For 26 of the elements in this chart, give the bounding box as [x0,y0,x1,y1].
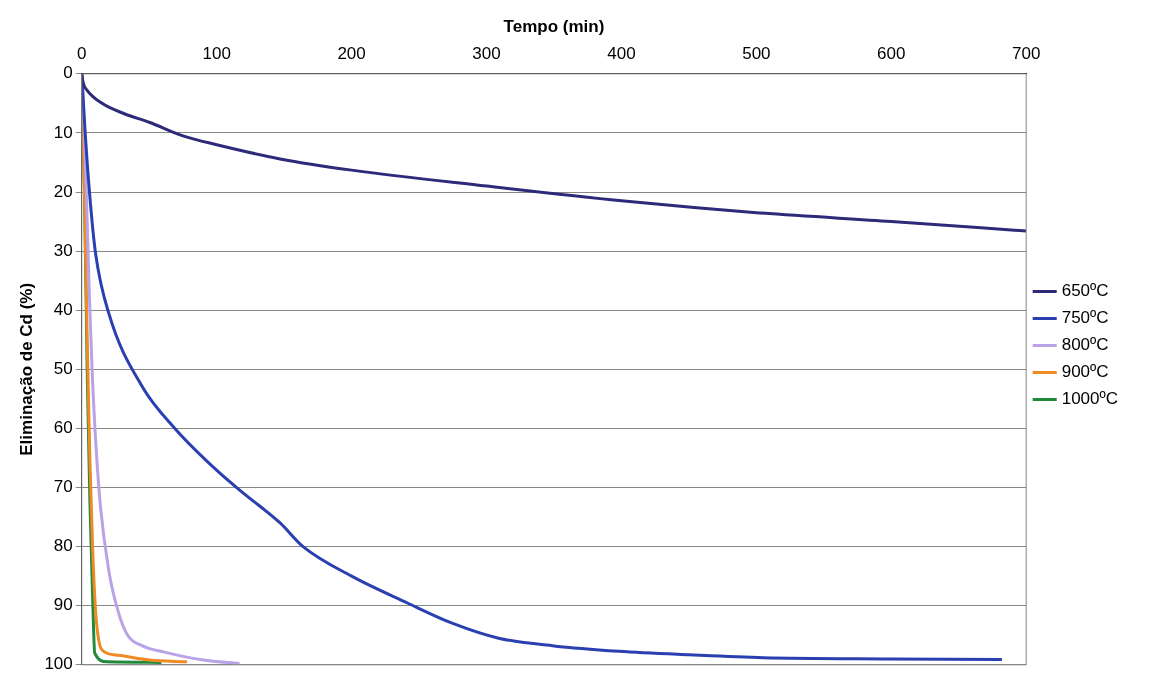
y-tick-label: 70 [53,477,73,497]
x-tick-label: 100 [202,44,231,64]
x-axis-title: Tempo (min) [503,16,605,36]
x-tick-label: 200 [337,44,366,64]
x-tick-label: 400 [607,44,636,64]
legend-label: 1000ºC [1061,389,1119,409]
legend-label: 750ºC [1061,308,1109,328]
legend-label: 900ºC [1061,362,1109,382]
x-tick-label: 300 [472,44,501,64]
y-tick-label: 90 [53,595,73,615]
x-tick-label: 500 [742,44,771,64]
legend-label: 800ºC [1061,335,1109,355]
y-tick-label: 30 [53,240,73,260]
y-tick-label: 50 [53,358,73,378]
y-tick-label: 100 [44,654,73,674]
x-tick-label: 600 [877,44,906,64]
y-tick-label: 60 [53,418,73,438]
y-axis-title: Eliminação de Cd (%) [16,282,36,456]
x-tick-label: 700 [1012,44,1041,64]
x-tick-label: 0 [77,44,87,64]
y-tick-label: 40 [53,299,73,319]
legend-label: 650ºC [1061,281,1109,301]
y-tick-label: 0 [63,63,73,83]
y-tick-label: 20 [53,181,73,201]
y-tick-label: 10 [53,122,73,142]
y-tick-label: 80 [53,536,73,556]
